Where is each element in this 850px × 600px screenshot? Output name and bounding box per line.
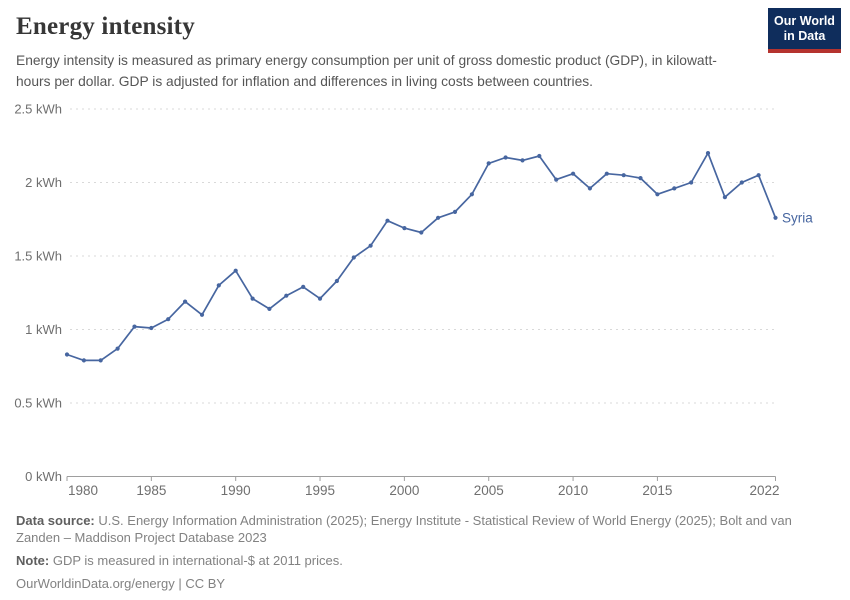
license-line: OurWorldinData.org/energy | CC BY [16,576,226,592]
x-tick-label: 2005 [474,483,504,498]
data-point-marker [351,255,356,260]
data-point-marker [469,192,474,197]
data-point-marker [722,195,728,200]
x-tick-label: 1990 [221,483,251,498]
data-point-marker [402,226,407,231]
data-point-marker [520,158,525,163]
data-point-marker [773,215,778,220]
data-point-marker [250,296,255,301]
data-point-marker [233,268,238,273]
y-tick-label: 1 kWh [25,322,62,337]
data-point-marker [554,177,559,182]
data-point-marker [64,352,70,357]
data-point-marker [419,230,424,235]
note-line: Note: GDP is measured in international-$… [16,552,834,569]
data-point-marker [705,151,711,156]
data-point-marker [98,358,103,363]
x-tick-label: 1985 [136,483,166,498]
data-point-marker [537,153,542,159]
data-point-marker [267,306,272,311]
y-tick-label: 2 kWh [25,175,62,190]
data-point-marker [621,173,626,178]
x-tick-label: 2022 [749,483,779,498]
data-point-marker [587,186,593,191]
owid-logo-line1: Our World [774,14,835,28]
data-source-label: Data source: [16,513,95,528]
data-point-marker [199,312,205,317]
data-point-marker [317,296,323,301]
data-point-marker [689,180,694,185]
owid-logo-line2: in Data [783,29,826,44]
y-tick-label: 1.5 kWh [14,249,62,264]
chart-header: Energy intensity Energy intensity is mea… [16,13,834,92]
data-point-marker [638,176,643,181]
chart-subtitle: Energy intensity is measured as primary … [16,53,717,89]
data-point-marker [436,215,441,220]
data-point-marker [452,209,458,214]
data-point-marker [216,283,221,288]
x-tick-label: 1995 [305,483,335,498]
data-point-marker [368,243,373,248]
y-tick-label: 2.5 kWh [14,102,62,117]
data-point-marker [334,278,339,284]
series-end-label: Syria [782,210,813,225]
chart-svg: 0 kWh 0.5 kWh 1 kWh 1.5 kWh 2 kWh 2.5 kWh 1980… [14,102,813,499]
data-point-marker [81,358,86,363]
data-point-marker [149,325,154,331]
note-text: GDP is measured in international-$ at 20… [52,553,343,569]
data-point-marker [503,155,508,160]
data-point-marker [166,317,171,322]
x-tick-label: 1980 [68,483,98,498]
data-point-marker [301,284,306,289]
data-point-marker [739,180,744,185]
data-point-marker [183,299,188,304]
page-title: Energy intensity [16,13,195,40]
y-tick-label: 0 kWh [25,469,62,484]
data-source-line: Data source: U.S. Energy Information Adm… [16,512,834,546]
data-point-marker [604,171,609,176]
data-point-marker [132,324,137,329]
data-point-marker [655,192,660,197]
data-point-marker [672,186,677,191]
note-label: Note: [16,553,50,569]
data-point-marker [284,293,289,298]
data-point-marker [571,171,576,176]
x-tick-label: 2015 [642,483,672,498]
data-point-marker [385,218,390,223]
data-point-marker [756,173,761,178]
data-point-marker [486,161,491,166]
x-tick-label: 2000 [389,483,419,498]
data-point-marker [115,346,120,351]
chart-area: 0 kWh 0.5 kWh 1 kWh 1.5 kWh 2 kWh 2.5 kWh 1980… [0,100,850,500]
chart-footer: Data source: U.S. Energy Information Adm… [16,512,834,599]
owid-logo: Our World in Data [768,8,841,53]
x-tick-label: 2010 [558,483,588,498]
y-tick-label: 0.5 kWh [14,396,62,411]
data-source-text: U.S. Energy Information Administration (… [16,513,792,546]
